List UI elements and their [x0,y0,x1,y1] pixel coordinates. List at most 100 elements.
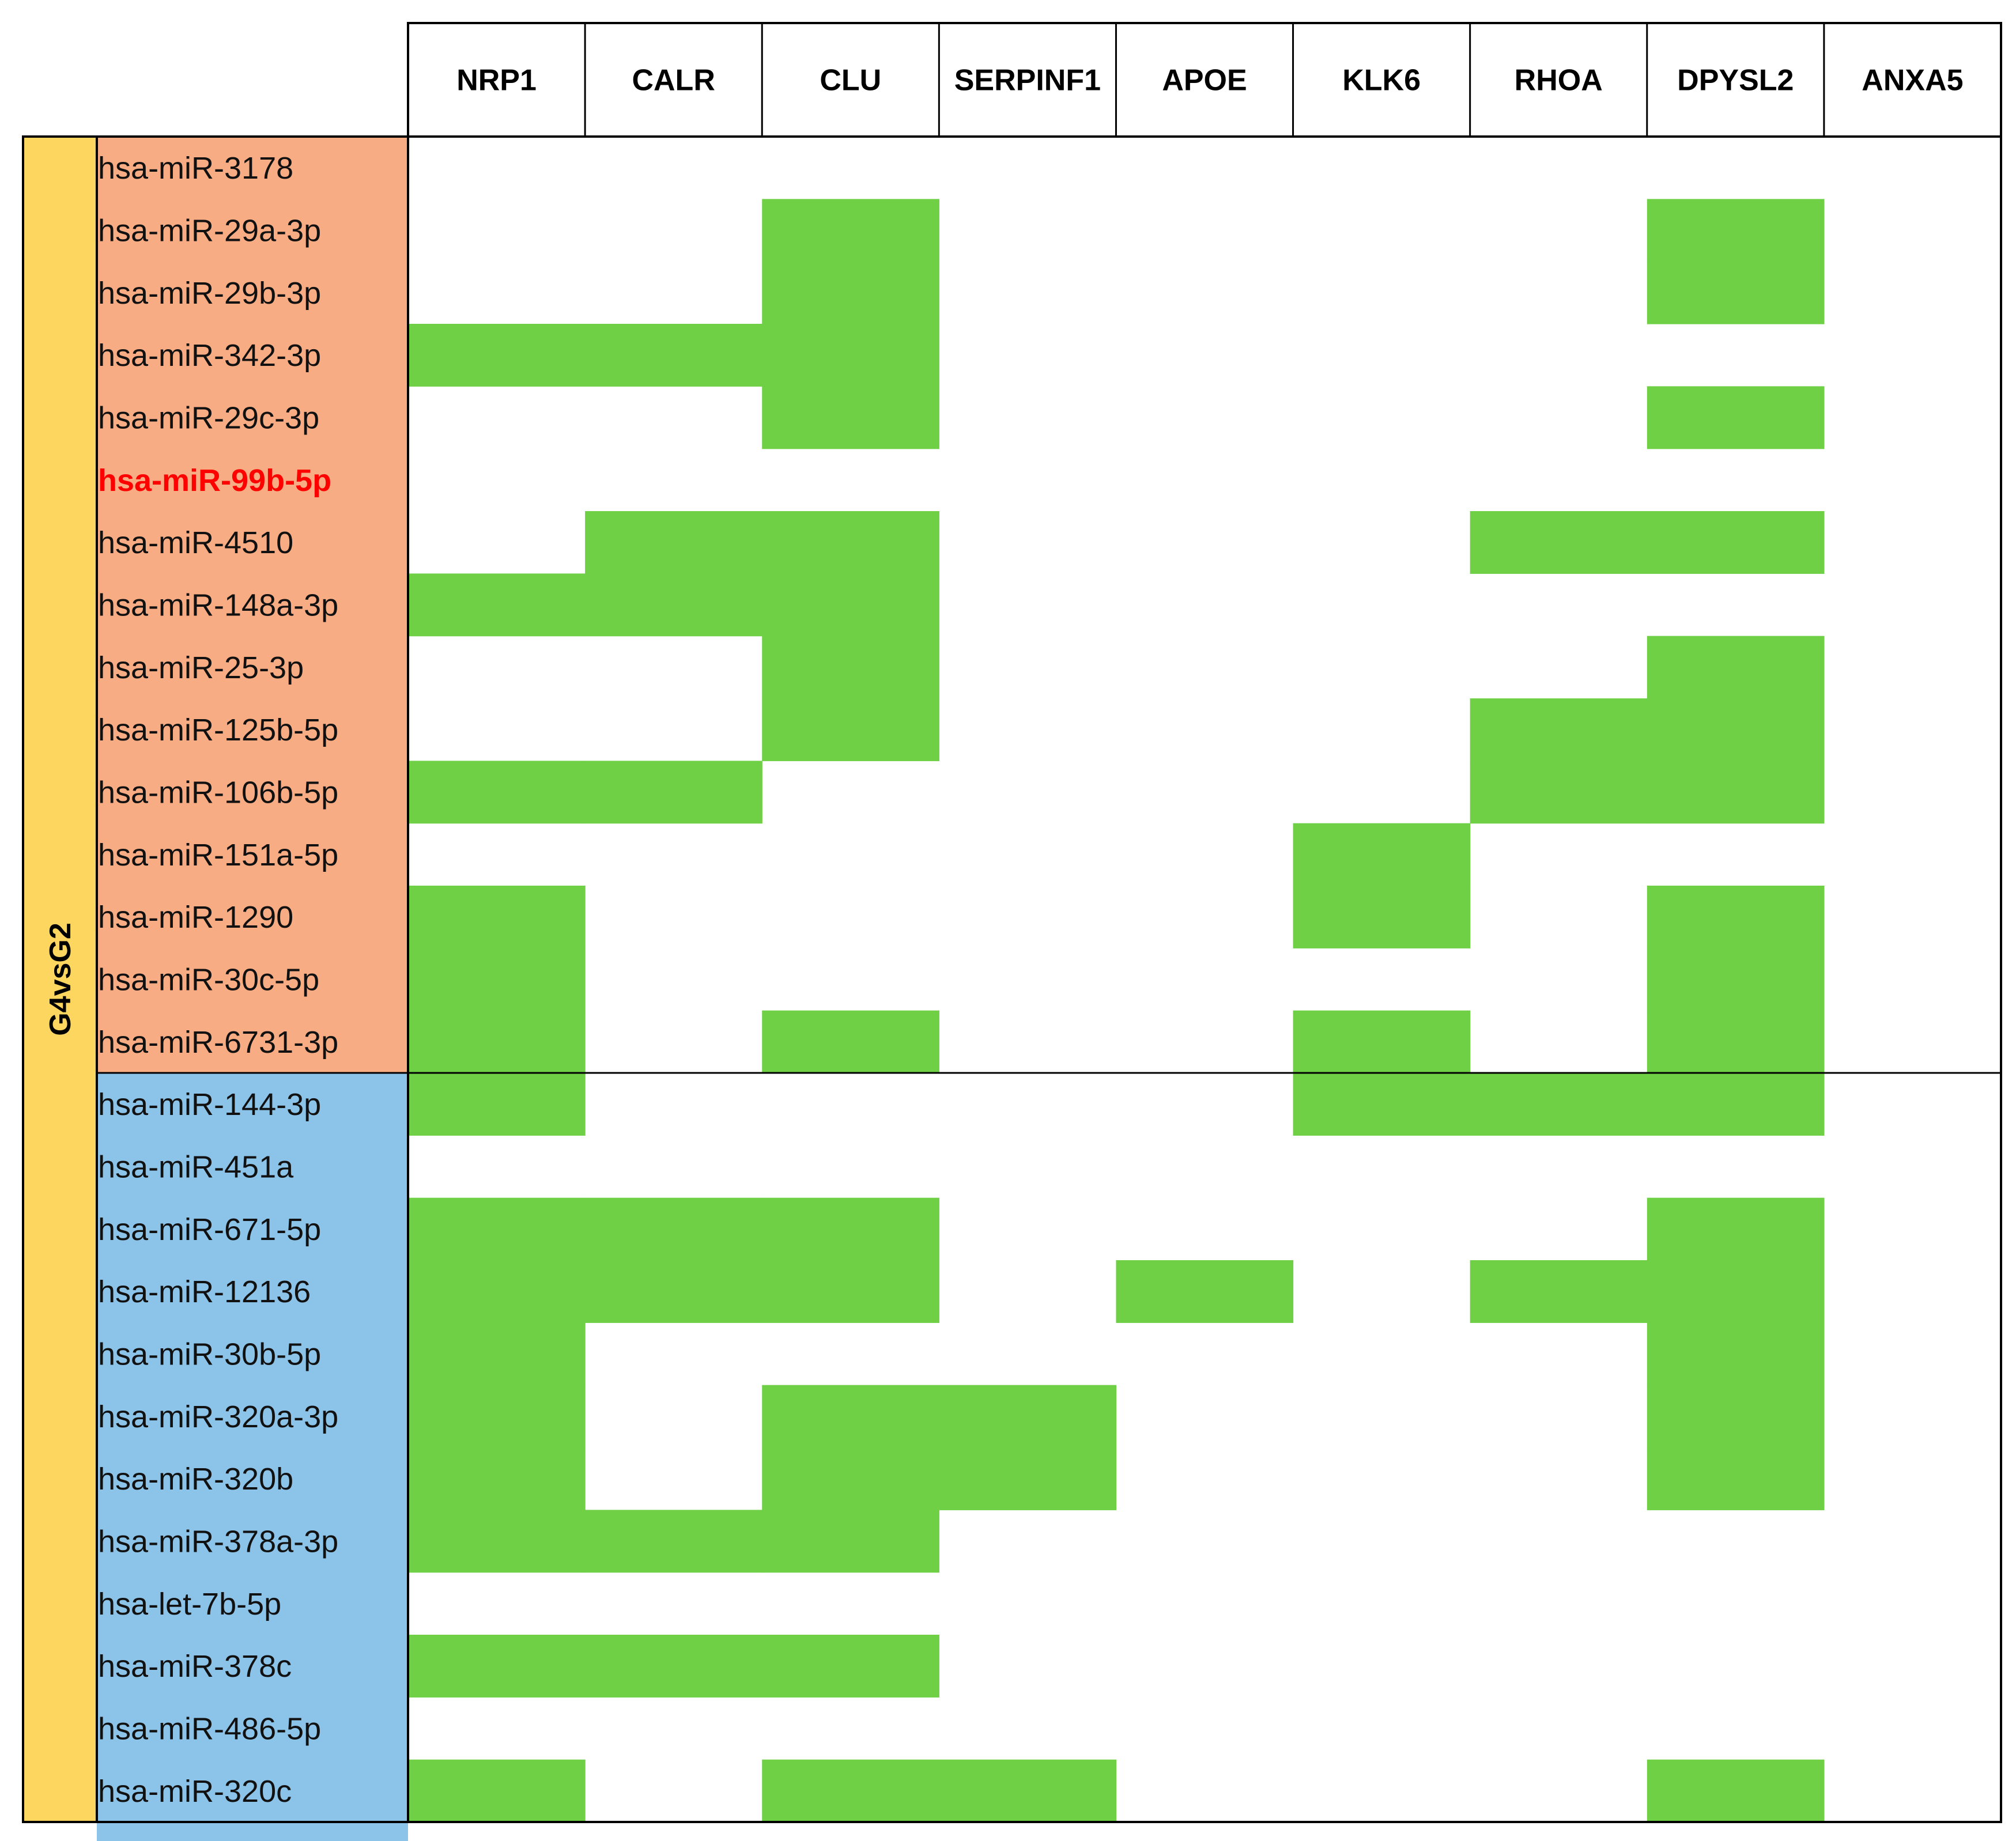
heatmap-cell [408,1635,586,1698]
row-label: hsa-miR-12136 [98,1275,311,1309]
heatmap-cell [1116,1260,1294,1323]
heatmap-cell [408,1447,586,1510]
heatmap-cell [408,1260,586,1323]
heatmap-cell [585,1260,762,1323]
heatmap-cell [762,324,939,387]
row-label: hsa-miR-29a-3p [98,214,321,248]
heatmap-cell [1647,1260,1825,1323]
heatmap-cell [1470,511,1648,574]
grid-lines [22,22,2002,1823]
heatmap-cell [762,199,939,262]
column-header-anxa5: ANXA5 [1862,64,1963,97]
row-label: hsa-miR-320b [98,1462,293,1496]
heatmap-cell [408,948,586,1011]
heatmap-cell [1647,1385,1825,1448]
row-label: hsa-miR-342-3p [98,338,321,373]
heatmap-cell [1647,1322,1825,1386]
column-header-rhoa: RHOA [1515,64,1603,97]
heatmap-cell [1647,1759,1825,1823]
heatmap-cell [762,1385,939,1448]
column-header-nrp1: NRP1 [456,64,537,97]
row-label: hsa-miR-3178 [98,151,293,186]
row-label: hsa-miR-451a [98,1150,294,1185]
heatmap-cell [1647,386,1825,449]
row-label: hsa-miR-4510 [98,526,293,560]
row-label: hsa-miR-30c-5p [98,963,319,997]
heatmap-cell [1293,1010,1471,1073]
group-band [23,137,97,1822]
column-header-clu: CLU [820,64,881,97]
heatmap-cell [762,1510,939,1573]
heatmap-cell [1470,1073,1648,1136]
row-label: hsa-let-7b-5p [98,1587,281,1621]
heatmap-cell [1647,199,1825,262]
row-label: hsa-miR-1290 [98,900,293,935]
row-label: hsa-miR-30b-5p [98,1337,321,1372]
column-header-dpysl2: DPYSL2 [1677,64,1794,97]
column-header-apoe: APOE [1162,64,1247,97]
heatmap-cell [762,261,939,324]
row-label: hsa-miR-144-3p [98,1087,321,1122]
column-header-calr: CALR [632,64,715,97]
column-header-klk6: KLK6 [1342,64,1421,97]
heatmap-cell [762,636,939,699]
row-group-bands [23,137,408,1841]
row-label: hsa-miR-148a-3p [98,588,338,623]
row-label: hsa-miR-99b-5p [98,463,331,498]
row-label: hsa-miR-671-5p [98,1212,321,1247]
heatmap-cell [1293,886,1471,948]
row-label: hsa-miR-106b-5p [98,776,338,810]
heatmap-cell [408,886,586,948]
row-label: hsa-miR-29b-3p [98,276,321,311]
heatmap-cell [585,511,762,574]
heatmap-cell [1647,948,1825,1011]
heatmap-cell [1647,1010,1825,1073]
row-label: hsa-miR-6731-3p [98,1025,338,1060]
heatmap-cell [762,1260,939,1323]
subgroup-2-band [97,1073,408,1841]
heatmap-cell [408,761,586,824]
heatmap-cell [762,1447,939,1510]
heatmap-cell [762,698,939,761]
heatmap-cell [1647,886,1825,948]
column-header-serpinf1: SERPINF1 [954,64,1101,97]
heatmap-cell [762,573,939,637]
heatmap-cell [1647,1197,1825,1261]
heatmap-cell [408,1322,586,1386]
labels: NRP1 CALR CLU SERPINF1 APOE KLK6 RHOA DPYSL2 ANX… [44,64,1964,1809]
heatmap-cell [408,1385,586,1448]
row-label: hsa-miR-486-5p [98,1712,321,1747]
group-label: G4vsG2 [44,923,77,1036]
row-label: hsa-miR-25-3p [98,651,304,685]
heatmap-cell [1647,1447,1825,1510]
heatmap-cell [1647,636,1825,699]
heatmap-cell [762,1197,939,1261]
heatmap-cell [1293,823,1471,886]
row-label: hsa-miR-378c [98,1649,292,1684]
heatmap-cell [585,1635,762,1698]
row-label: hsa-miR-151a-5p [98,838,338,872]
heatmap-cell [1647,511,1825,574]
heatmap-cell [1470,698,1648,761]
row-label: hsa-miR-125b-5p [98,713,338,747]
heatmap-cell [762,511,939,574]
heatmap-cell [1293,1073,1471,1136]
heatmap-cell [408,1510,586,1573]
heatmap-cell [408,1073,586,1136]
heatmap-cell [1647,1073,1825,1136]
heatmap-cell [408,1759,586,1823]
heatmap-cell [585,324,762,387]
body-border [22,135,2002,1823]
heatmap-cell [1647,261,1825,324]
subgroup-1-band [97,137,408,1073]
row-label: hsa-miR-29c-3p [98,401,319,436]
heatmap-cell [1470,761,1648,824]
heatmap-cell [1470,1260,1648,1323]
heatmap-cell [762,1010,939,1073]
heatmap-cell [939,1385,1117,1448]
heatmap-cell [939,1759,1117,1823]
heatmap-cell [408,573,586,637]
heatmap-cell [585,761,762,824]
heatmap-cell [762,386,939,449]
